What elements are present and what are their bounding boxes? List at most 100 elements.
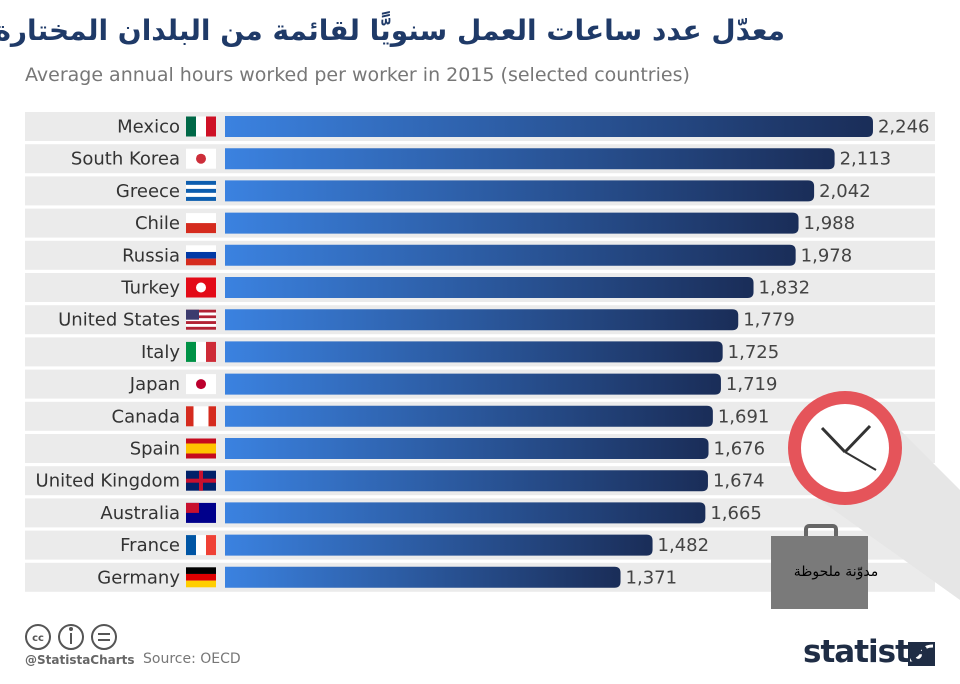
flag [186, 213, 216, 224]
flag [186, 453, 216, 459]
category-label: Greece [116, 181, 180, 202]
handle: @StatistaCharts [25, 653, 135, 667]
bar [225, 116, 873, 137]
clock-hand [843, 424, 872, 454]
category-label: Germany [97, 567, 180, 588]
flag [201, 406, 209, 427]
flag [206, 535, 216, 556]
bar [225, 470, 708, 492]
by-icon [69, 627, 73, 631]
value-label: 1,371 [626, 567, 678, 588]
value-label: 2,042 [819, 181, 871, 202]
chart-subtitle: Average annual hours worked per worker i… [25, 64, 690, 86]
flag [208, 406, 216, 427]
category-label: France [120, 535, 180, 556]
flag [206, 341, 216, 362]
flag [193, 406, 201, 427]
bar [225, 180, 815, 202]
bar [225, 566, 621, 588]
clock-hand [820, 426, 847, 454]
flag [186, 309, 216, 313]
value-label: 1,665 [710, 503, 762, 524]
flag [196, 116, 206, 137]
flag [186, 573, 216, 581]
bar [225, 212, 799, 234]
bar [225, 438, 709, 459]
flag [186, 309, 199, 320]
value-label: 1,725 [728, 342, 780, 363]
flag [186, 580, 216, 588]
flag [186, 448, 216, 454]
category-label: Turkey [120, 278, 180, 299]
category-label: Spain [130, 439, 180, 460]
source: Source: OECD [143, 651, 241, 667]
brand-icon-mark [909, 644, 934, 662]
flag [186, 406, 194, 427]
flag [186, 245, 216, 252]
bar [225, 148, 835, 170]
flag [186, 326, 216, 330]
value-label: 2,113 [840, 149, 892, 170]
flag [186, 502, 199, 513]
value-label: 1,832 [759, 278, 811, 299]
value-label: 2,246 [878, 117, 930, 138]
category-label: South Korea [71, 149, 180, 170]
flag [186, 196, 216, 201]
flag [186, 180, 216, 185]
flag [186, 258, 216, 266]
flag [196, 282, 206, 293]
category-label: Chile [135, 213, 180, 234]
bar [225, 502, 706, 524]
chart-title: معدّل عدد ساعات العمل سنويًّا لقائمة من … [0, 14, 785, 47]
bar [225, 373, 721, 395]
bar [225, 244, 796, 266]
flag [186, 184, 216, 189]
category-label: United Kingdom [36, 471, 180, 492]
flag [206, 116, 216, 137]
cc-icon: cc [32, 633, 44, 644]
flag [186, 318, 216, 322]
flag [186, 321, 216, 324]
bar [225, 309, 739, 331]
value-label: 1,988 [804, 213, 856, 234]
category-label: Italy [141, 342, 180, 363]
flag [186, 116, 196, 137]
value-label: 1,719 [726, 374, 778, 395]
flag [186, 251, 216, 259]
bar [225, 405, 713, 427]
value-label: 1,676 [714, 439, 766, 460]
flag [186, 341, 196, 362]
flag [186, 315, 216, 319]
flag [186, 443, 216, 449]
category-label: United States [58, 310, 180, 331]
note: مدوّنة ملحوظة [794, 564, 879, 580]
category-label: Russia [122, 245, 180, 266]
briefcase [771, 536, 868, 609]
category-label: Japan [129, 374, 180, 395]
flag [186, 567, 216, 574]
clock-face [801, 404, 889, 492]
bar [225, 341, 723, 363]
category-label: Australia [100, 503, 180, 524]
flag [196, 153, 206, 164]
value-label: 1,482 [658, 535, 710, 556]
clock-hand [844, 451, 877, 471]
brand: statista [803, 634, 930, 670]
bar [225, 277, 754, 298]
flag [196, 341, 206, 362]
flag [186, 312, 216, 316]
bar [225, 534, 653, 556]
license-icons [25, 624, 117, 650]
flag [186, 188, 216, 193]
value-label: 1,978 [801, 245, 853, 266]
category-label: Canada [112, 406, 181, 427]
flag [186, 192, 216, 197]
value-label: 1,779 [743, 310, 795, 331]
flag [196, 379, 206, 390]
flag [186, 323, 216, 327]
flag [186, 478, 216, 483]
flag [186, 438, 216, 444]
flag [196, 535, 206, 556]
